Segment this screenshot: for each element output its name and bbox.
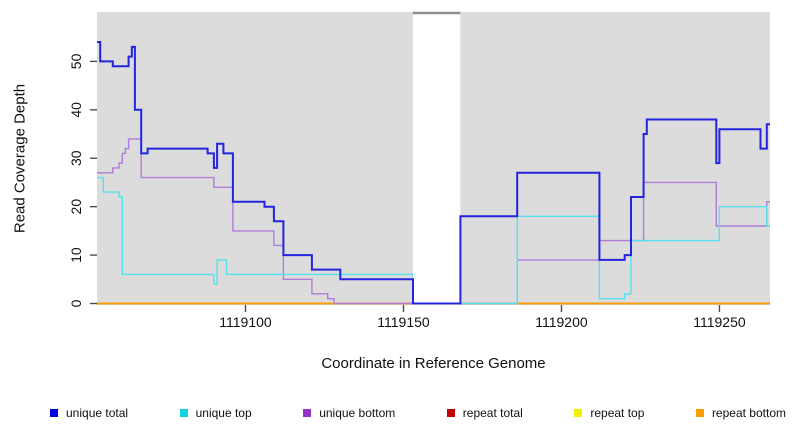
y-axis-title: Read Coverage Depth	[11, 83, 29, 234]
legend-label: unique total	[66, 406, 129, 420]
legend-item-unique-total: unique total	[50, 406, 128, 420]
legend-label: repeat top	[590, 406, 645, 420]
legend-swatch-unique-top	[179, 409, 188, 417]
legend-swatch-repeat-total	[446, 409, 455, 417]
legend-swatch-unique-bottom	[303, 409, 312, 417]
legend-item-unique-bottom: unique bottom	[303, 406, 395, 420]
y-tick-label: 30	[68, 150, 84, 166]
x-tick-label: 1119200	[535, 314, 588, 330]
y-tick-label: 40	[68, 102, 84, 118]
y-tick-label: 10	[68, 247, 84, 263]
x-tick-label: 1119250	[693, 314, 746, 330]
x-axis-title: Coordinate in Reference Genome	[321, 355, 546, 372]
legend-item-repeat-top: repeat top	[574, 406, 644, 420]
legend-label: repeat bottom	[711, 406, 786, 420]
legend: unique total unique top unique bottom repea…	[0, 406, 792, 420]
legend-item-unique-top: unique top	[179, 406, 252, 420]
y-tick-label: 50	[68, 53, 84, 69]
legend-swatch-unique-total	[50, 409, 58, 417]
legend-item-repeat-bottom: repeat bottom	[695, 406, 786, 420]
legend-item-repeat-total: repeat total	[446, 406, 523, 420]
legend-swatch-repeat-top	[574, 409, 583, 417]
y-tick-label: 0	[68, 299, 84, 307]
x-tick-label: 1119150	[377, 314, 430, 330]
x-tick-label: 1119100	[219, 314, 272, 330]
legend-swatch-repeat-bottom	[695, 409, 704, 417]
legend-label: unique top	[195, 406, 252, 420]
series-unique-total	[97, 41, 770, 305]
legend-label: unique bottom	[319, 406, 396, 420]
y-tick-label: 20	[68, 199, 84, 215]
legend-label: repeat total	[462, 406, 523, 420]
masked-region	[412, 10, 461, 305]
